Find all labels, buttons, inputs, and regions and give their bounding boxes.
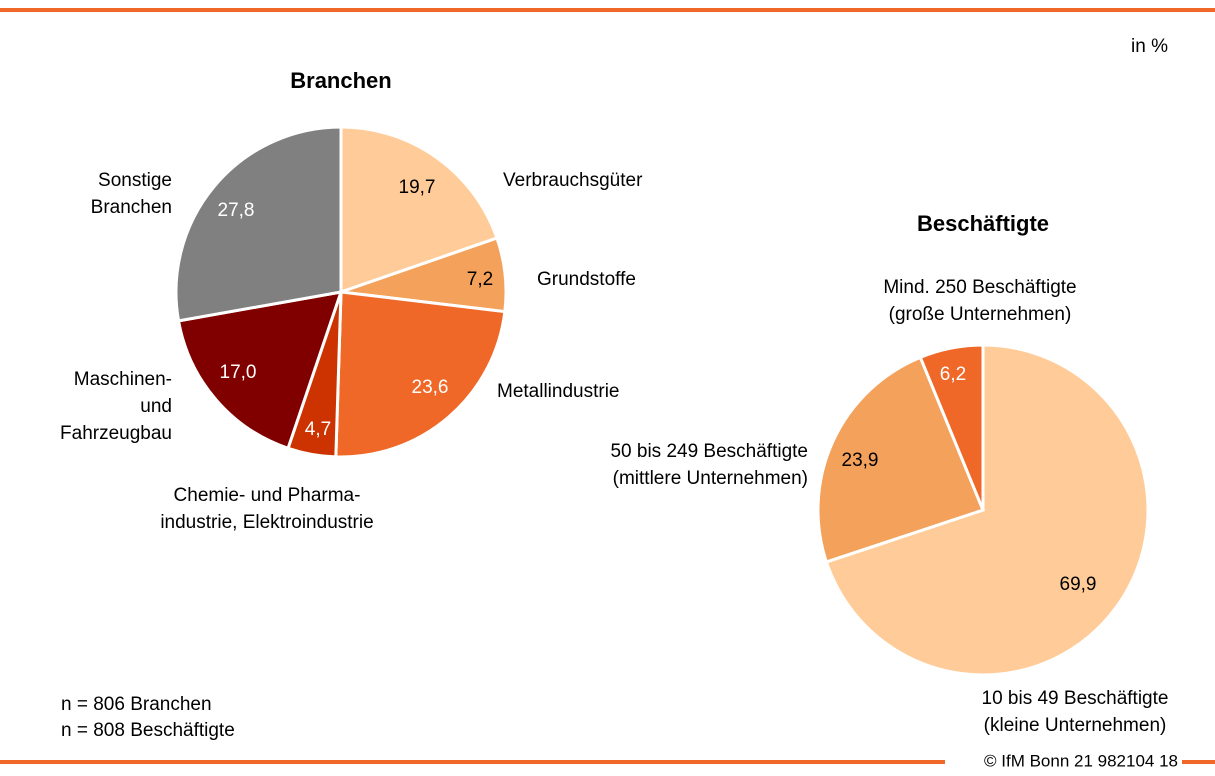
pie-slice — [174, 125, 343, 323]
slice-label: Verbrauchsgüter — [503, 170, 643, 191]
value-label: 6,2 — [940, 364, 966, 385]
slice-label: 50 bis 249 Beschäftigte — [610, 441, 808, 462]
value-label: 23,9 — [842, 450, 879, 471]
note: n = 806 Branchen — [61, 694, 212, 715]
value-label: 7,2 — [467, 269, 493, 290]
slice-label: Maschinen- — [74, 369, 172, 390]
bottom-rule — [1182, 760, 1215, 764]
slice-label: industrie, Elektroindustrie — [160, 512, 373, 533]
slice-label: Branchen — [91, 197, 172, 218]
note: n = 808 Beschäftigte — [61, 720, 235, 741]
slice-label: (mittlere Unternehmen) — [613, 468, 808, 489]
pie-slice — [334, 290, 507, 459]
unit-note: in % — [1131, 36, 1168, 57]
slice-label: 10 bis 49 Beschäftigte — [982, 688, 1169, 709]
value-label: 17,0 — [220, 362, 257, 383]
slice-label: Sonstige — [98, 170, 172, 191]
value-label: 27,8 — [218, 200, 255, 221]
slice-label: Grundstoffe — [537, 269, 636, 290]
pie-slice — [816, 355, 985, 564]
slice-label: Chemie- und Pharma- — [174, 485, 361, 506]
pie-slice — [824, 343, 1150, 677]
bottom-rule — [0, 760, 945, 764]
slice-label: und — [140, 396, 172, 417]
value-label: 19,7 — [399, 177, 436, 198]
top-rule — [0, 8, 1215, 12]
copyright: © IfM Bonn 21 982104 18 — [984, 751, 1178, 770]
slice-label: (große Unternehmen) — [889, 304, 1072, 325]
slice-label: Metallindustrie — [497, 381, 620, 402]
value-label: 23,6 — [412, 377, 449, 398]
slice-label: (kleine Unternehmen) — [984, 715, 1167, 736]
chart-title: Branchen — [290, 68, 391, 93]
value-label: 4,7 — [305, 419, 331, 440]
chart-title: Beschäftigte — [917, 211, 1049, 236]
slice-label: Mind. 250 Beschäftigte — [883, 277, 1076, 298]
pie-slice — [918, 343, 985, 511]
pie-slice — [176, 290, 344, 451]
value-label: 69,9 — [1060, 574, 1097, 595]
slice-label: Fahrzeugbau — [60, 423, 172, 444]
